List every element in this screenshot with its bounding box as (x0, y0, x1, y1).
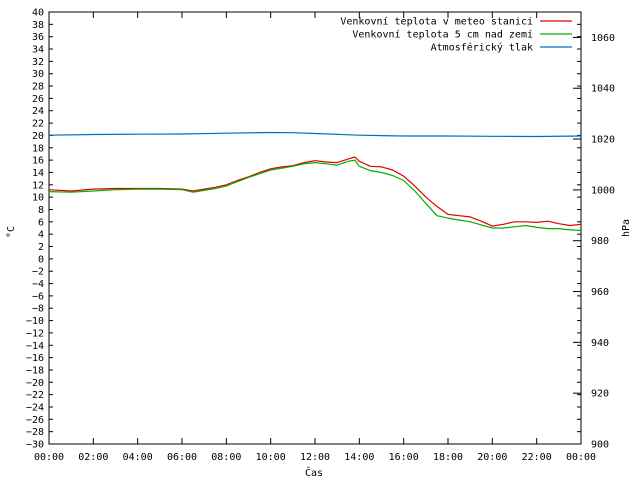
y-tick-label: −2 (32, 267, 44, 278)
y2-tick-label: 1020 (591, 135, 615, 146)
y-tick-label: −20 (26, 378, 44, 389)
y2-tick-label: 920 (591, 389, 609, 400)
x-tick-label: 16:00 (389, 452, 419, 463)
y-tick-label: −28 (26, 427, 44, 438)
y2-tick-label: 1000 (591, 185, 615, 196)
y-tick-label: −24 (26, 402, 44, 413)
y-tick-label: 28 (32, 82, 44, 93)
series-line-0 (48, 156, 582, 227)
y-tick-label: 18 (32, 143, 44, 154)
y-tick-label: 24 (32, 106, 44, 117)
y2-tick-label: 1060 (591, 33, 615, 44)
y-tick-label: 14 (32, 168, 44, 179)
y2-tick-label: 940 (591, 338, 609, 349)
y-tick-label: 10 (32, 193, 44, 204)
legend-label-1: Venkovní teplota 5 cm nad zemí (352, 29, 533, 41)
x-tick-label: 20:00 (477, 452, 507, 463)
y2-axis-title: hPa (621, 219, 632, 237)
y-tick-label: 16 (32, 156, 44, 167)
x-tick-label: 04:00 (123, 452, 153, 463)
series-line-1 (48, 159, 582, 232)
y-tick-label: −18 (26, 365, 44, 376)
x-tick-label: 14:00 (344, 452, 374, 463)
y-tick-label: 0 (38, 254, 44, 265)
y-axis-left: 4038363432302826242220181614121086420−2−… (26, 8, 581, 451)
y-tick-label: −8 (32, 304, 44, 315)
y2-tick-label: 900 (591, 440, 609, 451)
legend: Venkovní teplota v meteo staniciVenkovní… (340, 16, 572, 54)
y-tick-label: 38 (32, 20, 44, 31)
y-tick-label: 34 (32, 45, 44, 56)
y-tick-label: 26 (32, 94, 44, 105)
x-tick-label: 22:00 (522, 452, 552, 463)
x-tick-label: 02:00 (78, 452, 108, 463)
y-tick-label: −26 (26, 415, 44, 426)
series-lines (48, 131, 582, 232)
legend-label-0: Venkovní teplota v meteo stanici (340, 16, 533, 28)
y-tick-label: −10 (26, 316, 44, 327)
y-tick-label: −22 (26, 390, 44, 401)
y-tick-label: 30 (32, 69, 44, 80)
x-tick-label: 10:00 (256, 452, 286, 463)
y-tick-label: 22 (32, 119, 44, 130)
x-tick-label: 00:00 (34, 452, 64, 463)
x-axis: 00:00 02:00 04:00 06:00 08:00 10:00 12:00 14:00… (34, 12, 596, 463)
y-tick-label: 6 (38, 217, 44, 228)
x-tick-label: 12:00 (300, 452, 330, 463)
y-tick-label: 12 (32, 180, 44, 191)
y2-tick-label: 960 (591, 287, 609, 298)
y-tick-label: 2 (38, 242, 44, 253)
y-tick-label: 4 (38, 230, 44, 241)
y-axis-title: °C (6, 226, 17, 238)
y2-tick-label: 980 (591, 236, 609, 247)
y-tick-label: 36 (32, 32, 44, 43)
x-tick-label: 00:00 (566, 452, 596, 463)
y-tick-label: 20 (32, 131, 44, 142)
y-tick-label: −14 (26, 341, 44, 352)
y-tick-label: −30 (26, 440, 44, 451)
x-tick-label: 18:00 (433, 452, 463, 463)
x-tick-label: 08:00 (211, 452, 241, 463)
y-tick-label: −6 (32, 291, 44, 302)
y-tick-label: −12 (26, 328, 44, 339)
series-line-2 (48, 131, 582, 138)
y-tick-label: 40 (32, 8, 44, 19)
y-tick-label: 32 (32, 57, 44, 68)
x-tick-label: 06:00 (167, 452, 197, 463)
y-axis-right: 1060 1040 1020 1000 980 960 940 920 900 (573, 33, 615, 451)
y-tick-label: 8 (38, 205, 44, 216)
legend-label-2: Atmosférický tlak (431, 42, 533, 54)
y2-tick-label: 1040 (591, 84, 615, 95)
y-tick-label: −4 (32, 279, 44, 290)
y-tick-label: −16 (26, 353, 44, 364)
x-axis-title: Čas (305, 466, 323, 479)
